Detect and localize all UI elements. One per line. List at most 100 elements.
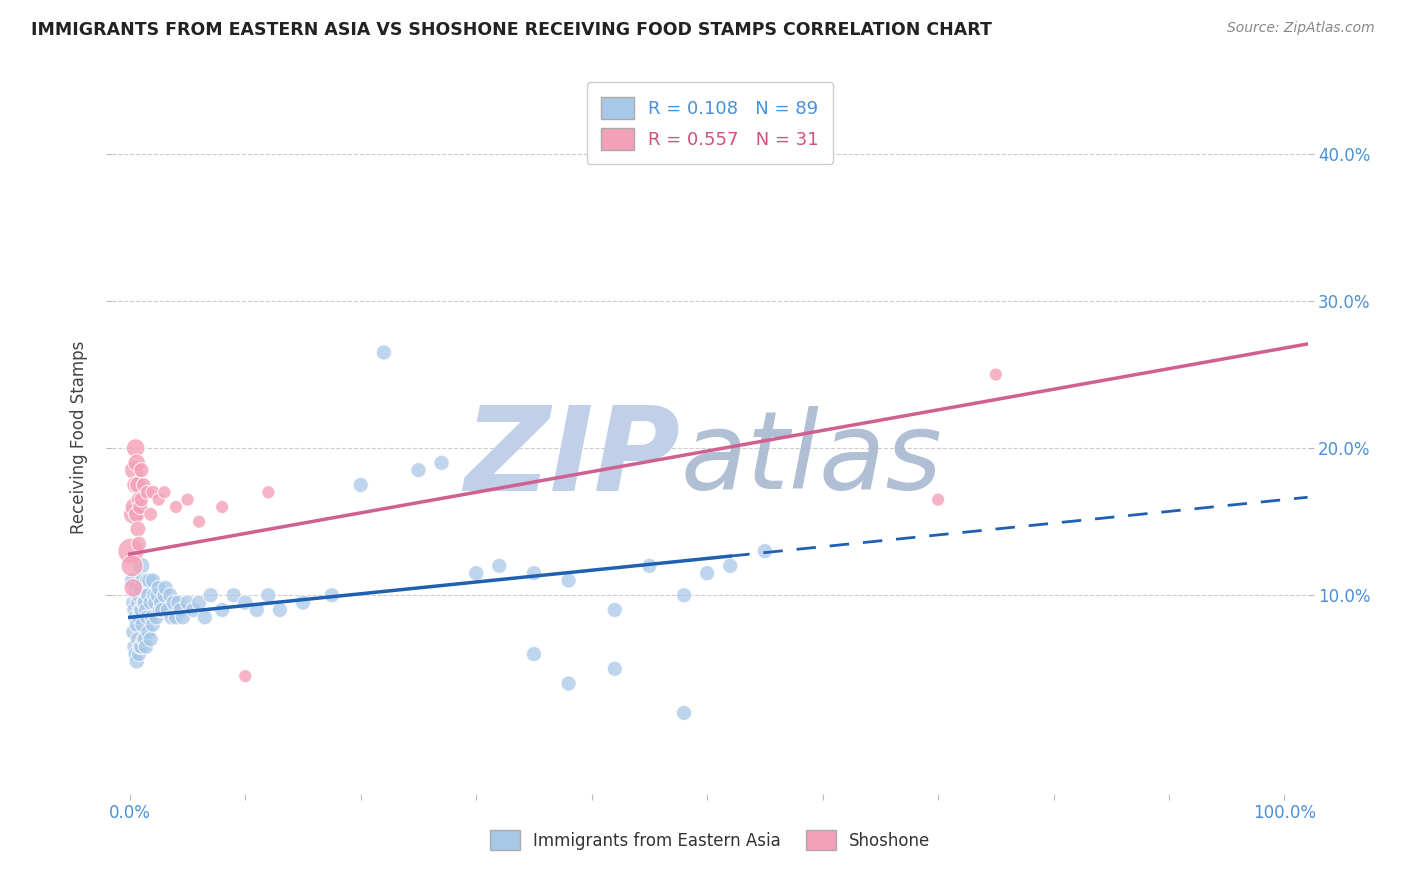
- Point: [557, 574, 579, 588]
- Point: [523, 566, 546, 581]
- Point: [673, 588, 696, 602]
- Point: [124, 603, 146, 617]
- Point: [129, 500, 152, 514]
- Point: [127, 522, 149, 536]
- Point: [121, 574, 143, 588]
- Point: [122, 581, 145, 595]
- Point: [127, 632, 149, 647]
- Y-axis label: Receiving Food Stamps: Receiving Food Stamps: [70, 341, 89, 533]
- Point: [984, 368, 1007, 382]
- Point: [257, 588, 280, 602]
- Point: [127, 596, 149, 610]
- Point: [141, 610, 163, 624]
- Point: [122, 508, 145, 522]
- Point: [127, 478, 149, 492]
- Point: [488, 558, 510, 573]
- Point: [233, 596, 256, 610]
- Point: [132, 632, 155, 647]
- Text: IMMIGRANTS FROM EASTERN ASIA VS SHOSHONE RECEIVING FOOD STAMPS CORRELATION CHART: IMMIGRANTS FROM EASTERN ASIA VS SHOSHONE…: [31, 21, 991, 38]
- Point: [128, 492, 150, 507]
- Point: [136, 610, 159, 624]
- Point: [269, 603, 291, 617]
- Point: [257, 485, 280, 500]
- Point: [169, 603, 191, 617]
- Point: [125, 456, 148, 470]
- Point: [292, 596, 315, 610]
- Point: [124, 478, 146, 492]
- Point: [142, 485, 165, 500]
- Point: [125, 588, 148, 602]
- Point: [927, 492, 949, 507]
- Point: [136, 588, 159, 602]
- Point: [148, 581, 170, 595]
- Point: [373, 345, 395, 359]
- Point: [150, 603, 173, 617]
- Point: [128, 647, 150, 661]
- Point: [188, 515, 211, 529]
- Point: [139, 508, 162, 522]
- Point: [131, 617, 153, 632]
- Point: [222, 588, 245, 602]
- Point: [122, 596, 145, 610]
- Point: [131, 581, 153, 595]
- Point: [136, 574, 159, 588]
- Point: [146, 588, 169, 602]
- Point: [135, 603, 157, 617]
- Point: [124, 640, 146, 654]
- Point: [718, 558, 741, 573]
- Point: [172, 610, 194, 624]
- Point: [124, 463, 146, 477]
- Point: [124, 610, 146, 624]
- Point: [145, 610, 167, 624]
- Point: [408, 463, 430, 477]
- Legend: Immigrants from Eastern Asia, Shoshone: Immigrants from Eastern Asia, Shoshone: [484, 823, 936, 857]
- Point: [194, 610, 217, 624]
- Point: [131, 558, 153, 573]
- Point: [149, 603, 172, 617]
- Point: [156, 603, 179, 617]
- Point: [200, 588, 222, 602]
- Point: [557, 676, 579, 690]
- Point: [135, 640, 157, 654]
- Point: [136, 625, 159, 640]
- Point: [603, 603, 626, 617]
- Point: [163, 596, 186, 610]
- Point: [523, 647, 546, 661]
- Point: [167, 596, 190, 610]
- Point: [155, 581, 177, 595]
- Point: [120, 544, 142, 558]
- Text: atlas: atlas: [681, 406, 942, 511]
- Point: [149, 596, 172, 610]
- Point: [136, 485, 159, 500]
- Point: [131, 492, 153, 507]
- Point: [350, 478, 373, 492]
- Point: [246, 603, 269, 617]
- Point: [131, 463, 153, 477]
- Point: [233, 669, 256, 683]
- Point: [134, 596, 156, 610]
- Point: [153, 485, 176, 500]
- Point: [131, 574, 153, 588]
- Point: [134, 632, 156, 647]
- Point: [132, 596, 155, 610]
- Point: [121, 558, 143, 573]
- Point: [125, 617, 148, 632]
- Point: [128, 588, 150, 602]
- Point: [188, 596, 211, 610]
- Point: [131, 603, 153, 617]
- Point: [603, 662, 626, 676]
- Point: [129, 640, 152, 654]
- Point: [125, 655, 148, 669]
- Point: [153, 588, 176, 602]
- Point: [125, 508, 148, 522]
- Point: [176, 492, 198, 507]
- Point: [159, 588, 181, 602]
- Point: [638, 558, 661, 573]
- Point: [148, 492, 170, 507]
- Text: ZIP: ZIP: [464, 401, 681, 516]
- Point: [321, 588, 343, 602]
- Point: [160, 610, 183, 624]
- Point: [673, 706, 696, 720]
- Point: [165, 500, 187, 514]
- Point: [124, 500, 146, 514]
